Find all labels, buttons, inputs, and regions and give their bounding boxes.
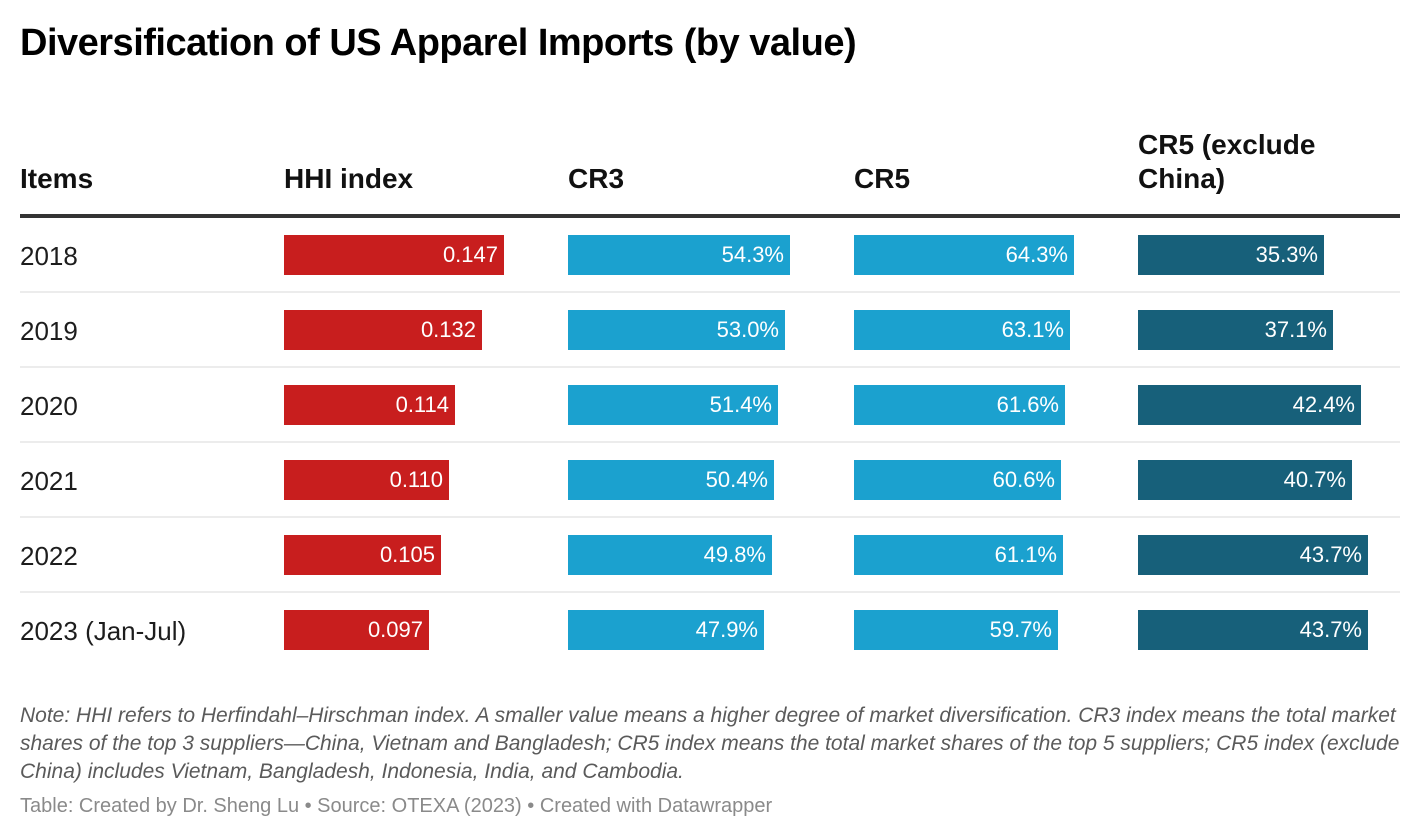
bar-cr5: 61.1% [854, 535, 1063, 575]
bar-cr3: 51.4% [568, 385, 778, 425]
table-row: 2021 0.110 50.4% 60.6% 40.7% [20, 443, 1400, 518]
bar-cr5-ex: 35.3% [1138, 235, 1324, 275]
bar-cr3: 50.4% [568, 460, 774, 500]
row-label: 2022 [20, 541, 78, 571]
bar-cr5: 64.3% [854, 235, 1074, 275]
bar-cr5-ex: 40.7% [1138, 460, 1352, 500]
header-cr3[interactable]: CR3 [568, 163, 625, 194]
bar-cr5: 60.6% [854, 460, 1061, 500]
row-label: 2019 [20, 316, 78, 346]
bar-hhi: 0.105 [284, 535, 441, 575]
bar-cr5: 63.1% [854, 310, 1070, 350]
bar-cr5-ex: 43.7% [1138, 535, 1368, 575]
bar-hhi: 0.132 [284, 310, 482, 350]
bar-cr3: 53.0% [568, 310, 785, 350]
bar-hhi: 0.097 [284, 610, 429, 650]
table-row: 2023 (Jan-Jul) 0.097 47.9% 59.7% 43.7% [20, 593, 1400, 666]
bar-cr5: 61.6% [854, 385, 1065, 425]
bar-cr5-ex: 43.7% [1138, 610, 1368, 650]
table-row: 2022 0.105 49.8% 61.1% 43.7% [20, 518, 1400, 593]
bar-hhi: 0.114 [284, 385, 455, 425]
table-row: 2018 0.147 54.3% 64.3% 35.3% [20, 218, 1400, 293]
row-label: 2020 [20, 391, 78, 421]
credit-line: Table: Created by Dr. Sheng Lu • Source:… [20, 795, 773, 817]
table-row: 2020 0.114 51.4% 61.6% 42.4% [20, 368, 1400, 443]
footnote: Note: HHI refers to Herfindahl–Hirschman… [20, 704, 1400, 783]
bar-cr3: 49.8% [568, 535, 772, 575]
table-body: 2018 0.147 54.3% 64.3% 35.3% 2019 0.132 53.0% 63… [20, 218, 1400, 666]
bar-cr3: 54.3% [568, 235, 790, 275]
header-hhi[interactable]: HHI index [284, 163, 414, 194]
table-header: Items HHI index CR3 CR5 CR5 (exclude Chi… [20, 120, 1400, 218]
data-table: Items HHI index CR3 CR5 CR5 (exclude Chi… [20, 120, 1400, 666]
row-label: 2018 [20, 241, 78, 271]
bar-cr5-ex: 37.1% [1138, 310, 1333, 350]
bar-cr5-ex: 42.4% [1138, 385, 1361, 425]
header-cr5-exclude-china[interactable]: CR5 (exclude China) [1138, 129, 1316, 194]
header-items[interactable]: Items [20, 163, 94, 194]
header-cr5[interactable]: CR5 [854, 163, 911, 194]
bar-cr3: 47.9% [568, 610, 764, 650]
bar-hhi: 0.147 [284, 235, 504, 275]
chart-title: Diversification of US Apparel Imports (b… [20, 22, 857, 64]
table-row: 2019 0.132 53.0% 63.1% 37.1% [20, 293, 1400, 368]
row-label: 2021 [20, 466, 78, 496]
bar-cr5: 59.7% [854, 610, 1058, 650]
bar-hhi: 0.110 [284, 460, 449, 500]
row-label: 2023 (Jan-Jul) [20, 616, 187, 646]
